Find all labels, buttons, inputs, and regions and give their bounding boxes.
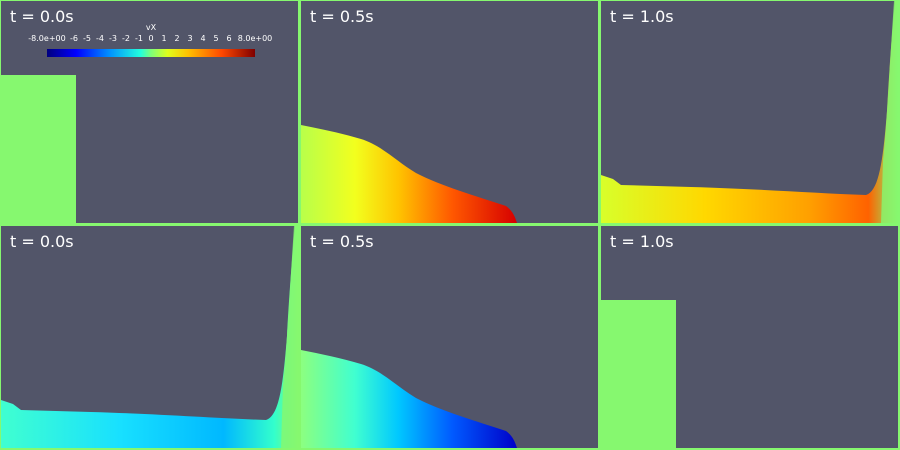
colorbar-tick: 6 [226,34,232,43]
time-label: t = 1.0s [610,232,674,251]
fluid-surge-negative [301,350,517,448]
colorbar-tick: -1 [135,34,143,43]
time-label: t = 0.0s [10,7,74,26]
panel-top-left: t = 0.0s vX -8.0e+00 -6 -5 -4 -3 -2 -1 0… [1,1,298,223]
colorbar-tick: -5 [83,34,91,43]
panel-bottom-left: t = 0.0s [1,226,298,448]
colorbar-tick: -3 [109,34,117,43]
colorbar-tick-labels: -8.0e+00 -6 -5 -4 -3 -2 -1 0 1 2 3 4 5 6… [28,34,273,44]
time-label: t = 1.0s [610,7,674,26]
fluid-surge-positive [301,125,517,223]
time-label: t = 0.0s [10,232,74,251]
fluid-wall-impact-negative [1,226,298,448]
colorbar: vX -8.0e+00 -6 -5 -4 -3 -2 -1 0 1 2 3 4 … [28,23,273,63]
colorbar-tick: 3 [187,34,193,43]
colorbar-tick: 1 [161,34,167,43]
colorbar-tick: -8.0e+00 [28,34,66,43]
colorbar-title: vX [145,23,157,32]
panel-bottom-middle: t = 0.5s [301,226,598,448]
panel-top-right: t = 1.0s [601,1,898,223]
fluid-column-initial [1,75,76,223]
panel-top-middle: t = 0.5s [301,1,598,223]
fluid-column-reset [601,300,676,448]
colorbar-tick: 2 [174,34,180,43]
colorbar-tick: 4 [200,34,206,43]
panel-bottom-right: t = 1.0s [601,226,898,448]
colorbar-tick: 5 [213,34,219,43]
time-label: t = 0.5s [310,232,374,251]
colorbar-tick: -2 [122,34,130,43]
colorbar-tick: 8.0e+00 [237,34,273,43]
colorbar-gradient [47,49,255,57]
colorbar-tick: -4 [96,34,104,43]
fluid-wall-impact-positive [601,1,898,223]
time-label: t = 0.5s [310,7,374,26]
colorbar-tick: 0 [148,34,154,43]
colorbar-tick: -6 [70,34,78,43]
